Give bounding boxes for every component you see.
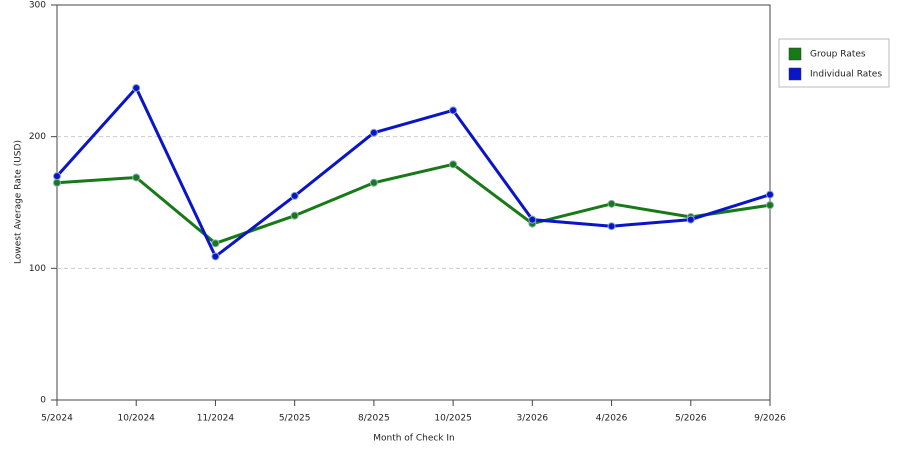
data-point <box>528 215 537 224</box>
data-point <box>211 252 220 261</box>
x-tick-label: 9/2026 <box>754 414 786 424</box>
series-line <box>56 162 771 245</box>
legend-swatch <box>788 67 802 81</box>
data-point <box>53 172 61 181</box>
legend-label: Group Rates <box>810 50 866 60</box>
data-point <box>53 178 61 187</box>
data-point <box>449 160 458 169</box>
data-point <box>449 106 458 115</box>
data-point <box>290 191 299 200</box>
x-tick-label: 8/2025 <box>358 414 390 424</box>
x-tick-label: 10/2025 <box>434 414 471 424</box>
x-tick-label: 3/2026 <box>516 414 548 424</box>
y-tick-label: 100 <box>29 264 46 274</box>
data-point <box>607 199 616 208</box>
data-point <box>369 128 378 137</box>
plot-frame <box>56 4 771 401</box>
series-line <box>55 86 771 258</box>
data-point <box>686 215 695 224</box>
y-tick-label: 200 <box>29 132 46 142</box>
x-tick-label: 5/2026 <box>675 414 707 424</box>
x-tick-label: 4/2026 <box>596 414 628 424</box>
data-point <box>132 173 141 182</box>
x-tick-label: 5/2024 <box>41 414 73 424</box>
data-point <box>766 190 774 199</box>
data-point <box>132 83 141 92</box>
data-point <box>290 211 299 220</box>
legend-swatch <box>788 47 802 61</box>
y-tick-label: 0 <box>40 396 46 406</box>
legend-label: Individual Rates <box>810 70 882 80</box>
y-tick-label: 300 <box>29 1 46 11</box>
data-point <box>766 201 774 210</box>
data-point <box>211 239 220 248</box>
x-tick-label: 11/2024 <box>197 414 235 424</box>
data-point <box>607 222 616 231</box>
x-axis-label: Month of Check In <box>373 434 455 444</box>
x-tick-label: 10/2024 <box>118 414 156 424</box>
y-axis-label: Lowest Average Rate (USD) <box>14 140 24 264</box>
x-tick-label: 5/2025 <box>279 414 311 424</box>
data-point <box>369 178 378 187</box>
